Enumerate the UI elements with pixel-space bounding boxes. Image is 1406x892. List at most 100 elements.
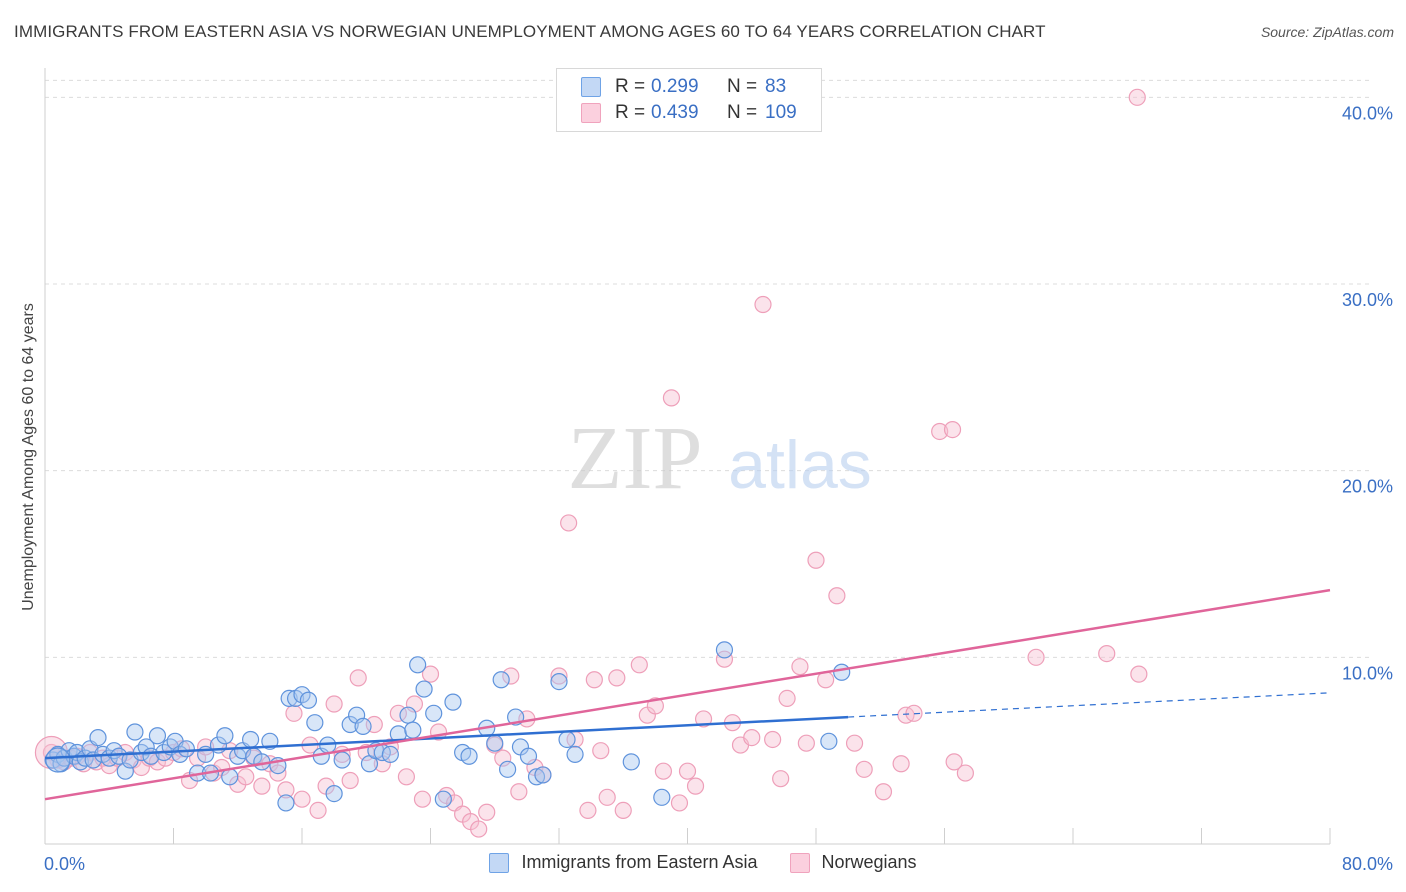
legend-item-immigrants: Immigrants from Eastern Asia	[489, 852, 758, 873]
y-tick-label: 40.0%	[1342, 103, 1393, 123]
data-point-immigrants	[622, 753, 640, 771]
data-point-norwegians	[341, 771, 359, 790]
data-point-norwegians	[931, 422, 949, 441]
n-label: N =	[727, 102, 758, 123]
data-point-immigrants	[486, 734, 504, 752]
data-point-norwegians	[585, 671, 603, 689]
data-point-norwegians	[309, 801, 327, 820]
data-point-norwegians	[1027, 648, 1045, 666]
series-legend: Immigrants from Eastern Asia Norwegians	[0, 852, 1406, 873]
data-point-norwegians	[754, 295, 772, 314]
data-point-immigrants	[534, 766, 552, 784]
chart-title: IMMIGRANTS FROM EASTERN ASIA VS NORWEGIA…	[14, 22, 1046, 41]
data-point-norwegians	[494, 749, 512, 767]
data-point-immigrants	[492, 671, 510, 689]
trend-lines	[44, 588, 1331, 801]
data-point-immigrants	[354, 717, 372, 736]
data-point-norwegians	[678, 762, 697, 780]
data-point-norwegians	[560, 514, 578, 532]
data-point-immigrants	[277, 794, 295, 812]
r-label: R =	[615, 102, 646, 123]
data-point-immigrants	[566, 745, 584, 764]
data-point-immigrants	[434, 790, 452, 808]
data-point-norwegians	[956, 764, 974, 782]
data-point-immigrants	[325, 784, 343, 803]
blue-swatch	[581, 77, 601, 97]
legend-label: Norwegians	[821, 852, 917, 872]
data-point-immigrants	[715, 641, 734, 659]
n-value: 109	[765, 102, 797, 123]
data-point-norwegians	[413, 790, 432, 808]
data-point-immigrants	[137, 738, 155, 756]
data-point-norwegians	[694, 710, 713, 728]
pink-swatch	[789, 852, 810, 873]
r-value: 0.439	[651, 102, 699, 123]
data-point-immigrants	[381, 745, 399, 764]
y-tick-label: 30.0%	[1342, 290, 1393, 310]
data-point-immigrants	[425, 704, 443, 722]
n-label: N =	[727, 76, 758, 97]
axes	[44, 68, 1331, 845]
data-point-immigrants	[444, 693, 462, 711]
legend-row-pink: R = 0.439 N = 109	[581, 101, 797, 125]
data-point-immigrants	[341, 715, 359, 734]
data-point-immigrants	[409, 656, 427, 674]
data-point-immigrants	[299, 691, 318, 709]
data-point-immigrants	[519, 747, 538, 765]
data-point-immigrants	[89, 728, 107, 747]
data-point-norwegians	[614, 801, 632, 820]
pink-swatch	[581, 103, 601, 123]
data-point-immigrants	[306, 714, 324, 732]
data-point-norwegians	[502, 667, 520, 685]
tick-labels: 10.0% 20.0% 30.0% 40.0% 0.0% 80.0%	[44, 103, 1393, 874]
data-point-norwegians	[797, 734, 815, 752]
r-value: 0.299	[651, 76, 699, 97]
trend-line-immigrants-extension	[848, 692, 1331, 718]
data-point-immigrants	[653, 788, 671, 806]
data-point-immigrants	[333, 751, 351, 769]
data-point-immigrants	[558, 730, 576, 749]
data-point-immigrants	[460, 747, 478, 765]
data-point-immigrants	[399, 706, 417, 724]
data-point-norwegians	[654, 762, 673, 780]
data-point-norwegians	[791, 658, 809, 676]
data-point-norwegians	[253, 777, 271, 795]
data-point-immigrants	[216, 727, 234, 745]
data-point-norwegians	[608, 669, 626, 687]
correlation-legend: R = 0.299 N = 83 R = 0.439 N = 109	[556, 68, 822, 132]
data-point-norwegians	[237, 768, 255, 786]
blue-swatch	[489, 852, 510, 873]
x-tick-label: 0.0%	[44, 854, 85, 874]
data-point-norwegians	[397, 768, 416, 786]
trend-line-norwegians	[44, 588, 1331, 801]
data-point-norwegians	[1098, 644, 1116, 663]
data-point-norwegians	[686, 777, 705, 795]
y-tick-label: 20.0%	[1342, 477, 1393, 497]
data-point-immigrants	[550, 672, 568, 691]
data-point-norwegians	[874, 783, 893, 801]
data-point-immigrants	[833, 663, 851, 681]
data-point-norwegians	[828, 587, 846, 605]
data-point-norwegians	[670, 794, 689, 812]
legend-row-blue: R = 0.299 N = 83	[581, 75, 786, 99]
data-point-norwegians	[778, 689, 796, 708]
watermark: ZIP atlas	[568, 409, 872, 508]
data-point-norwegians	[470, 820, 488, 838]
data-point-norwegians	[478, 803, 496, 821]
trend-line-immigrants	[44, 715, 849, 760]
data-point-norwegians	[905, 704, 923, 722]
data-point-immigrants	[110, 747, 128, 765]
data-point-norwegians	[592, 742, 610, 760]
data-point-immigrants	[415, 680, 433, 698]
data-point-norwegians	[277, 781, 295, 799]
data-point-norwegians	[510, 783, 528, 801]
data-point-norwegians	[1130, 665, 1148, 683]
data-point-norwegians	[285, 704, 303, 722]
y-axis-label: Unemployment Among Ages 60 to 64 years	[20, 303, 37, 611]
data-point-norwegians	[764, 730, 782, 749]
data-point-norwegians	[662, 389, 681, 407]
data-point-norwegians	[715, 650, 734, 668]
data-point-immigrants	[148, 727, 167, 745]
y-tick-label: 10.0%	[1342, 663, 1393, 683]
